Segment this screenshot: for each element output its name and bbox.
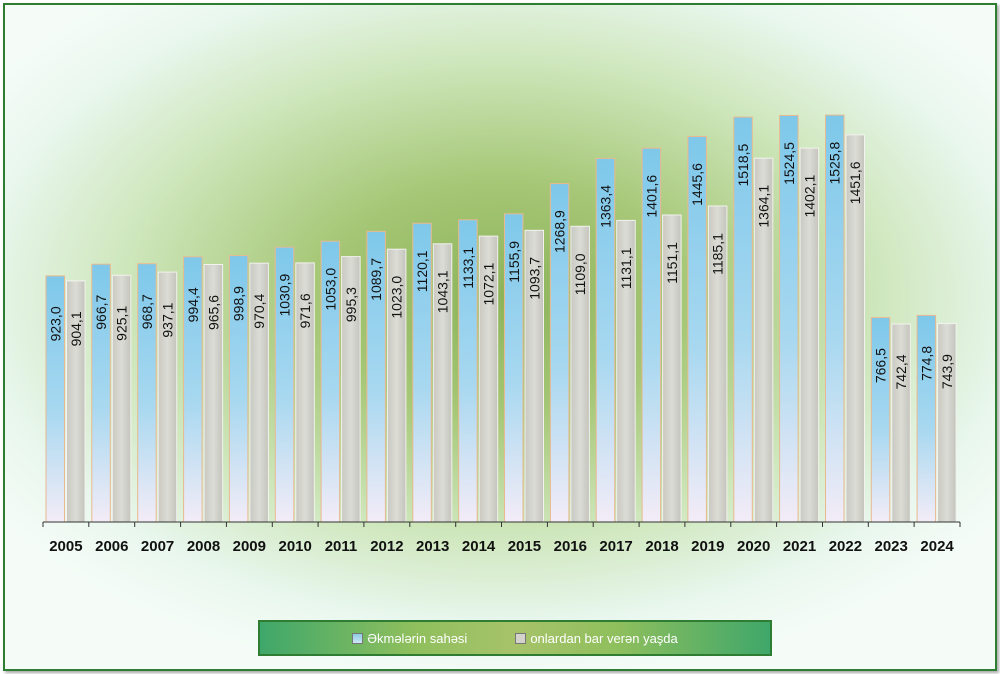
x-tick-label-2024: 2024 [920, 538, 954, 555]
data-label-series-2-2011: 995,3 [343, 287, 359, 322]
data-label-series-2-2007: 937,1 [159, 302, 175, 337]
x-tick-label-2016: 2016 [554, 538, 587, 555]
x-tick-label-2010: 2010 [279, 538, 312, 555]
data-label-series-2-2006: 925,1 [114, 306, 130, 341]
data-label-series-1-2020: 1518,5 [735, 143, 751, 186]
legend: Əkmələrin sahəsi onlardan bar verən yaşd… [258, 620, 772, 656]
data-label-series-2-2008: 965,6 [205, 295, 221, 330]
x-tick-label-2007: 2007 [141, 538, 174, 555]
x-tick-label-2020: 2020 [737, 538, 770, 555]
x-tick-label-2009: 2009 [233, 538, 266, 555]
x-tick-label-2021: 2021 [783, 538, 816, 555]
data-label-series-1-2005: 923,0 [47, 306, 63, 341]
data-label-series-1-2018: 1401,6 [643, 175, 659, 218]
data-label-series-2-2024: 743,9 [939, 354, 955, 389]
x-ticks-layer: 2005 2006 2007 2008 2009 2010 2011 2012 2013 2014… [42, 522, 961, 555]
data-label-series-2-2019: 1185,1 [710, 233, 726, 275]
data-label-series-2-2020: 1364,1 [756, 185, 772, 228]
legend-item-series-1: Əkmələrin sahəsi [352, 631, 467, 646]
legend-swatch-series-1 [352, 632, 364, 644]
data-label-series-1-2023: 766,5 [873, 348, 889, 383]
data-label-series-1-2016: 1268,9 [552, 210, 568, 253]
data-label-series-1-2012: 1089,7 [368, 258, 384, 301]
data-label-series-1-2024: 774,8 [918, 346, 934, 381]
data-label-series-1-2011: 1053,0 [322, 268, 338, 311]
data-label-series-1-2007: 968,7 [139, 294, 155, 329]
bar-series-2-2023 [891, 323, 911, 523]
x-tick-label-2011: 2011 [325, 538, 358, 555]
x-tick-label-2005: 2005 [49, 538, 82, 555]
data-label-series-2-2012: 1023,0 [389, 276, 405, 319]
data-label-series-1-2015: 1155,9 [506, 241, 522, 283]
x-tick-label-2006: 2006 [95, 538, 128, 555]
data-label-series-2-2018: 1151,1 [664, 242, 680, 284]
data-label-series-1-2019: 1445,6 [689, 163, 705, 206]
legend-label-series-1: Əkmələrin sahəsi [367, 630, 468, 646]
data-label-series-2-2021: 1402,1 [801, 174, 817, 217]
data-label-series-1-2008: 994,4 [185, 287, 201, 322]
data-label-series-1-2022: 1525,8 [827, 141, 843, 184]
data-label-series-2-2022: 1451,6 [847, 161, 863, 204]
data-label-series-2-2014: 1072,1 [480, 262, 496, 305]
data-label-series-2-2017: 1131,1 [618, 247, 634, 289]
data-label-series-1-2017: 1363,4 [598, 185, 614, 228]
x-tick-label-2015: 2015 [508, 538, 541, 555]
legend-label-series-2: onlardan bar verən yaşda [530, 630, 678, 646]
legend-swatch-series-2 [515, 632, 527, 644]
x-tick-label-2017: 2017 [599, 538, 632, 555]
x-tick-label-2019: 2019 [691, 538, 724, 555]
data-label-series-1-2010: 1030,9 [277, 273, 293, 316]
data-label-series-1-2009: 998,9 [231, 286, 247, 321]
data-label-series-1-2006: 966,7 [93, 294, 109, 329]
data-label-series-2-2005: 904,1 [68, 311, 84, 346]
data-label-series-2-2010: 971,6 [297, 293, 313, 328]
bars-layer: 923,0 904,1 966,7 925,1 968,7 937,1 994,4 965,6… [45, 114, 957, 523]
x-tick-label-2018: 2018 [645, 538, 678, 555]
x-tick-label-2008: 2008 [187, 538, 220, 555]
data-label-series-1-2013: 1120,1 [414, 250, 430, 292]
data-label-series-2-2023: 742,4 [893, 354, 909, 389]
data-label-series-2-2009: 970,4 [251, 293, 267, 328]
data-label-series-1-2021: 1524,5 [781, 142, 797, 185]
bar-series-2-2024 [937, 323, 957, 523]
data-label-series-2-2015: 1093,7 [526, 257, 542, 300]
x-tick-label-2014: 2014 [462, 538, 496, 555]
x-tick-label-2022: 2022 [829, 538, 862, 555]
data-label-series-2-2013: 1043,1 [435, 270, 451, 313]
x-tick-label-2023: 2023 [875, 538, 908, 555]
data-label-series-1-2014: 1133,1 [460, 247, 476, 289]
data-label-series-2-2016: 1109,0 [572, 253, 588, 295]
x-tick-label-2013: 2013 [416, 538, 449, 555]
x-tick-label-2012: 2012 [370, 538, 403, 555]
legend-item-series-2: onlardan bar verən yaşda [515, 630, 678, 646]
